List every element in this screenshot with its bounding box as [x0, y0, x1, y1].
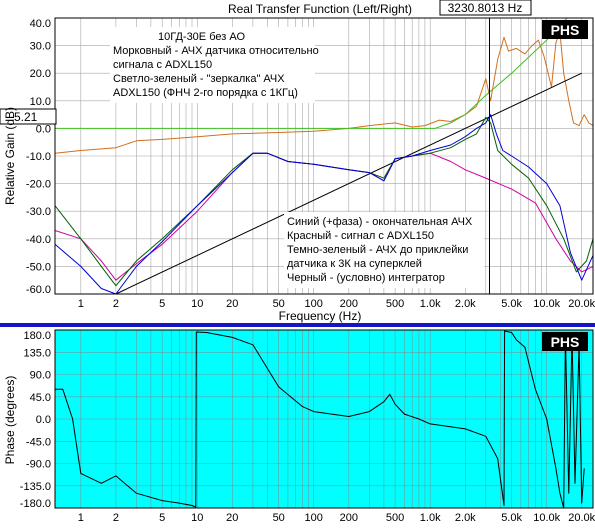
magnitude-y-tick-label: -50.0 — [26, 261, 51, 273]
phase-panel: 180.0 135.0 90.0 45.0 0.0 -45.0 -90.0 -135.0 -18… — [3, 329, 595, 524]
phase-x-tick-label: 20.0k — [568, 512, 595, 524]
annotation-bottom-right-bg — [284, 212, 484, 288]
phase-x-tick-label: 200 — [340, 512, 358, 524]
phase-y-axis-label: Phase (degrees) — [3, 376, 17, 465]
magnitude-y-tick-label: -20.0 — [26, 179, 51, 191]
magnitude-series-layer — [54, 17, 594, 295]
annotation-bottom-line-5: Черный - (условно) интегратор — [287, 272, 445, 284]
annotation-bottom-line-3: Темно-зеленый - АЧХ до приклейки — [287, 244, 468, 256]
magnitude-x-tick-label: 10 — [191, 298, 203, 310]
annotation-bottom-line-2: Красный - сигнал с ADXL150 — [287, 230, 434, 242]
panel-separator[interactable] — [0, 323, 595, 327]
annotation-top-line-4: Светло-зеленый - "зеркалка" АЧХ — [113, 73, 285, 85]
phase-x-tick-label: 5.0k — [501, 512, 522, 524]
series-phase — [55, 330, 585, 509]
magnitude-y-tick-label: -30.0 — [26, 206, 51, 218]
magnitude-x-ticks: 1 2 5 10 20 50 100 200 500 1.0k 2.0k 5.0k 10.0k 20.0k — [78, 298, 595, 310]
phase-x-tick-label: 20 — [226, 512, 238, 524]
phase-y-tick-label: -135.0 — [20, 481, 51, 493]
magnitude-x-tick-label: 20 — [226, 298, 238, 310]
cursor-frequency-readout: 3230.8013 Hz — [448, 1, 523, 15]
magnitude-plot-frame — [54, 17, 594, 295]
annotation-top-line-2: Морковный - АЧХ датчика относительно — [113, 45, 319, 57]
magnitude-y-tick-label: -40.0 — [26, 234, 51, 246]
phase-y-tick-label: -45.0 — [26, 436, 51, 448]
phase-y-tick-label: -180.0 — [20, 498, 51, 510]
magnitude-x-tick-label: 100 — [305, 298, 323, 310]
phase-x-tick-label: 5 — [159, 512, 165, 524]
phase-x-tick-label: 10.0k — [533, 512, 560, 524]
gain-readout-box — [0, 108, 57, 125]
magnitude-x-tick-label: 200 — [340, 298, 358, 310]
phase-x-tick-label: 2 — [113, 512, 119, 524]
phase-y-tick-label: 90.0 — [30, 370, 51, 382]
magnitude-y-ticks: 40.0 30.0 20.0 10.0 0.0 -10.0 -20.0 -30.0 -40.0 -… — [26, 18, 51, 296]
cursor-frequency-box — [439, 0, 532, 16]
phase-x-tick-label: 2.0k — [455, 512, 476, 524]
series-integrator — [115, 72, 582, 295]
annotation-top-line-3: сигнала с ADXL150 — [113, 59, 212, 71]
magnitude-y-axis-label: Relative Gain (dB) — [3, 107, 17, 205]
magnitude-x-tick-label: 2.0k — [455, 298, 476, 310]
magnitude-x-tick-label: 2 — [113, 298, 119, 310]
series-magnitude_final — [54, 114, 594, 295]
magnitude-y-tick-label: 10.0 — [30, 96, 51, 108]
phase-x-ticks: 1 2 5 10 20 50 100 200 500 1.0k 2.0k 5.0k 10.0k 20.0k — [78, 512, 595, 524]
phase-x-tick-label: 500 — [386, 512, 404, 524]
annotation-top-line-1: 10ГД-30Е без АО — [158, 31, 245, 43]
annotation-top-line-5: ADXL150 (ФНЧ 2-го порядка с 1КГц) — [113, 87, 298, 99]
gain-readout: 5.21 — [14, 110, 38, 124]
frequency-axis-label: Frequency (Hz) — [279, 309, 362, 323]
series-sensor_rel — [54, 31, 594, 154]
phase-x-tick-label: 10 — [191, 512, 203, 524]
magnitude-y-tick-label: -60.0 — [26, 284, 51, 296]
phase-y-tick-label: 45.0 — [30, 392, 51, 404]
phase-y-tick-label: 135.0 — [23, 347, 51, 359]
magnitude-x-tick-label: 1 — [78, 298, 84, 310]
phs-logo-bottom-text: PHS — [551, 334, 580, 350]
phase-y-tick-label: -90.0 — [26, 459, 51, 471]
magnitude-y-tick-label: -10.0 — [26, 151, 51, 163]
annotation-top-left: 10ГД-30Е без АО Морковный - АЧХ датчика … — [110, 27, 319, 103]
magnitude-x-tick-label: 5 — [159, 298, 165, 310]
annotation-bottom-line-4: датчика к 3К на суперклей — [287, 258, 422, 270]
magnitude-panel: 40.0 30.0 20.0 10.0 0.0 -10.0 -20.0 -30.0 -40.0 -… — [0, 0, 595, 323]
magnitude-y-tick-label: 30.0 — [30, 41, 51, 53]
phase-x-tick-label: 1 — [78, 512, 84, 524]
phs-logo-top-text: PHS — [551, 22, 580, 38]
phase-x-tick-label: 100 — [305, 512, 323, 524]
magnitude-x-tick-label: 500 — [386, 298, 404, 310]
magnitude-x-tick-label: 5.0k — [501, 298, 522, 310]
magnitude-x-tick-label: 10.0k — [533, 298, 560, 310]
phase-plot-frame — [54, 329, 594, 509]
annotation-top-left-bg — [110, 27, 315, 103]
chart-title: Real Transfer Function (Left/Right) — [228, 2, 412, 16]
annotation-bottom-right: Синий (+фаза) - окончательная АЧХ Красны… — [284, 212, 484, 288]
phase-y-tick-label: 180.0 — [23, 330, 51, 342]
phase-x-tick-label: 50 — [273, 512, 285, 524]
annotation-bottom-line-1: Синий (+фаза) - окончательная АЧХ — [287, 216, 473, 228]
phase-x-tick-label: 1.0k — [420, 512, 441, 524]
phase-y-tick-label: 0.0 — [36, 414, 51, 426]
phs-logo-top — [542, 20, 588, 39]
phs-logo-bottom — [542, 332, 588, 351]
phase-y-ticks: 180.0 135.0 90.0 45.0 0.0 -45.0 -90.0 -135.0 -18… — [20, 330, 51, 510]
magnitude-x-tick-label: 20.0k — [568, 298, 595, 310]
magnitude-y-tick-label: 40.0 — [30, 18, 51, 30]
magnitude-x-tick-label: 1.0k — [420, 298, 441, 310]
phase-series-layer — [55, 330, 585, 509]
magnitude-y-tick-label: 0.0 — [36, 123, 51, 135]
magnitude-x-tick-label: 50 — [273, 298, 285, 310]
magnitude-y-tick-label: 20.0 — [30, 68, 51, 80]
